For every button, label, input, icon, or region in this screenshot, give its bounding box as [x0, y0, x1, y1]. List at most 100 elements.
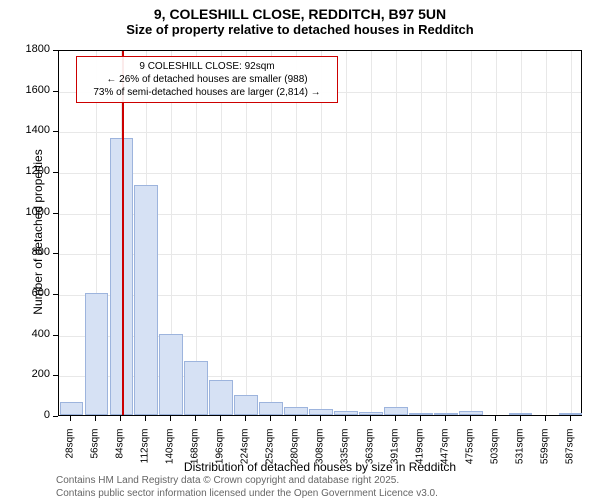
ytick-label: 200	[18, 368, 50, 380]
grid-line-v	[496, 51, 497, 415]
xtick-mark	[520, 416, 521, 421]
xtick-mark	[245, 416, 246, 421]
histogram-bar	[184, 361, 208, 415]
xtick-label: 140sqm	[165, 429, 176, 479]
grid-line-v	[296, 51, 297, 415]
xtick-label: 28sqm	[65, 429, 76, 479]
grid-line-v	[346, 51, 347, 415]
grid-line-h	[59, 132, 581, 133]
xtick-label: 587sqm	[564, 429, 575, 479]
grid-line-v	[546, 51, 547, 415]
xtick-mark	[445, 416, 446, 421]
xtick-mark	[420, 416, 421, 421]
histogram-bar	[459, 411, 483, 415]
grid-line-v	[446, 51, 447, 415]
xtick-label: 56sqm	[90, 429, 101, 479]
ytick-label: 600	[18, 287, 50, 299]
property-marker-line	[122, 51, 124, 415]
histogram-bar	[60, 402, 84, 415]
ytick-label: 1000	[18, 206, 50, 218]
ytick-label: 1200	[18, 165, 50, 177]
histogram-bar	[434, 413, 458, 415]
xtick-label: 447sqm	[439, 429, 450, 479]
histogram-bar	[85, 293, 109, 415]
grid-line-v	[271, 51, 272, 415]
annotation-box: 9 COLESHILL CLOSE: 92sqm ← 26% of detach…	[76, 56, 338, 103]
ytick-mark	[53, 375, 58, 376]
histogram-bar	[409, 413, 433, 415]
xtick-label: 391sqm	[389, 429, 400, 479]
histogram-bar	[209, 380, 233, 415]
histogram-bar	[384, 407, 408, 415]
xtick-mark	[370, 416, 371, 421]
histogram-bar	[284, 407, 308, 415]
ytick-mark	[53, 213, 58, 214]
ytick-mark	[53, 416, 58, 417]
chart-title-sub: Size of property relative to detached ho…	[0, 22, 600, 41]
ytick-label: 400	[18, 328, 50, 340]
grid-line-h	[59, 173, 581, 174]
ytick-mark	[53, 294, 58, 295]
xtick-mark	[320, 416, 321, 421]
histogram-bar	[134, 185, 158, 415]
xtick-label: 335sqm	[339, 429, 350, 479]
grid-line-v	[521, 51, 522, 415]
xtick-label: 196sqm	[215, 429, 226, 479]
xtick-label: 559sqm	[539, 429, 550, 479]
xtick-label: 503sqm	[489, 429, 500, 479]
xtick-mark	[220, 416, 221, 421]
y-axis-label: Number of detached properties	[31, 52, 45, 412]
xtick-mark	[295, 416, 296, 421]
xtick-mark	[495, 416, 496, 421]
grid-line-v	[396, 51, 397, 415]
footer-line2: Contains public sector information licen…	[56, 487, 438, 500]
xtick-label: 363sqm	[364, 429, 375, 479]
xtick-label: 531sqm	[514, 429, 525, 479]
chart-plot-area	[58, 50, 582, 416]
chart-title-main: 9, COLESHILL CLOSE, REDDITCH, B97 5UN	[0, 0, 600, 22]
ytick-mark	[53, 335, 58, 336]
histogram-bar	[334, 411, 358, 415]
ytick-mark	[53, 131, 58, 132]
histogram-bar	[509, 413, 533, 415]
xtick-mark	[570, 416, 571, 421]
histogram-bar	[159, 334, 183, 415]
grid-line-v	[571, 51, 572, 415]
ytick-label: 0	[18, 409, 50, 421]
ytick-label: 1600	[18, 84, 50, 96]
histogram-bar	[110, 138, 134, 415]
annotation-line1: 9 COLESHILL CLOSE: 92sqm	[83, 60, 331, 73]
xtick-label: 168sqm	[190, 429, 201, 479]
xtick-mark	[470, 416, 471, 421]
xtick-mark	[145, 416, 146, 421]
xtick-mark	[270, 416, 271, 421]
annotation-line2: ← 26% of detached houses are smaller (98…	[83, 73, 331, 86]
xtick-mark	[170, 416, 171, 421]
histogram-bar	[359, 412, 383, 415]
histogram-bar	[259, 402, 283, 415]
ytick-mark	[53, 91, 58, 92]
xtick-label: 112sqm	[140, 429, 151, 479]
xtick-label: 475sqm	[464, 429, 475, 479]
ytick-label: 800	[18, 246, 50, 258]
histogram-bar	[559, 413, 583, 415]
grid-line-v	[221, 51, 222, 415]
ytick-mark	[53, 253, 58, 254]
xtick-mark	[545, 416, 546, 421]
xtick-label: 280sqm	[290, 429, 301, 479]
xtick-mark	[70, 416, 71, 421]
xtick-label: 419sqm	[414, 429, 425, 479]
annotation-line3: 73% of semi-detached houses are larger (…	[83, 86, 331, 99]
grid-line-v	[246, 51, 247, 415]
ytick-label: 1800	[18, 43, 50, 55]
xtick-mark	[345, 416, 346, 421]
xtick-mark	[195, 416, 196, 421]
ytick-mark	[53, 50, 58, 51]
ytick-label: 1400	[18, 124, 50, 136]
histogram-bar	[309, 409, 333, 415]
xtick-mark	[395, 416, 396, 421]
xtick-label: 308sqm	[315, 429, 326, 479]
xtick-label: 224sqm	[240, 429, 251, 479]
grid-line-v	[421, 51, 422, 415]
grid-line-v	[371, 51, 372, 415]
